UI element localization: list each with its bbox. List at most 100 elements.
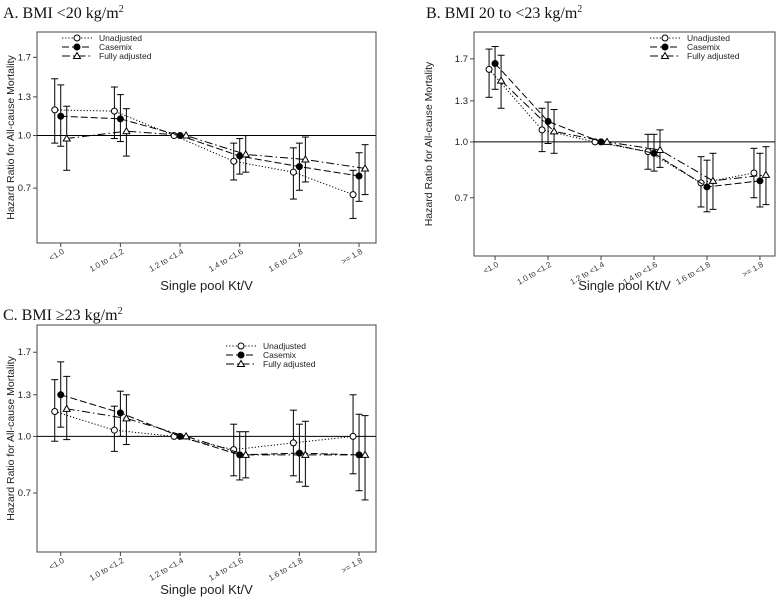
chart-panel-3: C. BMI ≥23 kg/m2 0.7 1.0 1.3 1.7 <1.0 1.0 to <… bbox=[3, 306, 377, 597]
series-line-filled-circle bbox=[60, 115, 360, 177]
marker-filled-circle bbox=[650, 149, 658, 157]
marker-open-triangle bbox=[122, 126, 131, 135]
x-tick-label: 1.2 to <1.4 bbox=[148, 556, 186, 583]
y-tick-label: 1.0 bbox=[18, 431, 31, 442]
x-tick-label: 1.0 to <1.2 bbox=[516, 260, 554, 287]
marker-open-circle bbox=[51, 106, 59, 114]
x-tick-label: <1.0 bbox=[482, 260, 501, 276]
panel-title: B. BMI 20 to <23 kg/m2 bbox=[426, 4, 582, 22]
y-tick-label: 1.3 bbox=[455, 96, 468, 107]
marker-open-triangle bbox=[122, 413, 131, 422]
x-tick-label: 1.0 to <1.2 bbox=[88, 556, 126, 583]
y-tick-label: 1.3 bbox=[18, 92, 31, 103]
marker-filled-circle bbox=[597, 138, 605, 146]
x-tick-label: 1.2 to <1.4 bbox=[148, 247, 186, 274]
marker-open-triangle bbox=[241, 149, 251, 158]
legend-label: Casemix bbox=[687, 42, 721, 52]
chart-panel-2: B. BMI 20 to <23 kg/m2 0.7 1.0 1.3 1.7 <1.0 1.… bbox=[423, 4, 776, 293]
marker-open-triangle bbox=[660, 51, 670, 59]
marker-open-triangle bbox=[655, 145, 665, 153]
series-line-open-triangle bbox=[66, 408, 366, 456]
legend-label: Unadjusted bbox=[99, 33, 142, 43]
x-tick-label: 1.6 to <1.8 bbox=[267, 556, 305, 583]
y-tick-label: 1.0 bbox=[18, 131, 31, 142]
marker-open-circle bbox=[110, 426, 118, 434]
marker-filled-circle bbox=[703, 183, 711, 191]
marker-filled-circle bbox=[176, 432, 184, 440]
marker-open-circle bbox=[349, 191, 357, 199]
marker-open-circle bbox=[73, 34, 81, 42]
legend-label: Casemix bbox=[99, 42, 133, 52]
plot-frame bbox=[36, 324, 377, 553]
marker-open-triangle bbox=[602, 137, 612, 145]
legend-label: Fully adjusted bbox=[99, 51, 152, 61]
marker-open-triangle bbox=[549, 126, 559, 135]
x-tick-label: 1.4 to <1.6 bbox=[207, 556, 245, 583]
marker-filled-circle bbox=[57, 112, 65, 120]
y-tick-label: 0.7 bbox=[455, 193, 468, 204]
y-axis-label: Hazard Ratio for All-cause Mortality bbox=[423, 61, 435, 226]
x-axis-label: Single pool Kt/V bbox=[160, 582, 253, 597]
y-tick-label: 1.7 bbox=[18, 52, 31, 63]
legend-label: Unadjusted bbox=[687, 33, 730, 43]
marker-open-circle bbox=[661, 34, 669, 42]
legend-label: Fully adjusted bbox=[263, 359, 316, 369]
marker-open-circle bbox=[289, 439, 297, 447]
x-tick-label: <1.0 bbox=[48, 556, 67, 572]
marker-open-triangle bbox=[236, 359, 246, 367]
marker-open-triangle bbox=[72, 51, 82, 59]
y-tick-label: 0.7 bbox=[18, 183, 31, 194]
marker-open-triangle bbox=[62, 134, 72, 142]
panel-title: C. BMI ≥23 kg/m2 bbox=[3, 306, 123, 324]
marker-open-triangle bbox=[301, 155, 310, 163]
x-tick-label: >= 1.8 bbox=[741, 260, 766, 279]
marker-open-triangle bbox=[181, 431, 191, 440]
marker-open-circle bbox=[485, 65, 493, 73]
y-axis-label: Hazard Ratio for All-cause Mortality bbox=[5, 54, 17, 219]
marker-open-triangle bbox=[301, 450, 310, 458]
marker-open-triangle bbox=[761, 170, 771, 178]
series-line-open-triangle bbox=[500, 80, 767, 182]
marker-filled-circle bbox=[661, 43, 669, 51]
x-tick-label: 1.0 to <1.2 bbox=[88, 247, 126, 274]
marker-open-circle bbox=[110, 107, 118, 115]
marker-open-triangle bbox=[62, 404, 72, 412]
marker-open-triangle bbox=[181, 131, 191, 139]
marker-open-triangle bbox=[708, 176, 718, 184]
x-tick-label: >= 1.8 bbox=[340, 556, 365, 575]
marker-filled-circle bbox=[236, 451, 244, 459]
marker-open-circle bbox=[51, 408, 59, 416]
marker-filled-circle bbox=[236, 152, 244, 160]
plot-frame bbox=[36, 31, 377, 244]
chart-panel-1: A. BMI <20 kg/m2 0.7 1.0 1.3 1.7 <1.0 1.0 to <… bbox=[3, 4, 377, 293]
marker-open-triangle bbox=[360, 450, 370, 458]
x-tick-label: <1.0 bbox=[48, 247, 67, 263]
series-line-open-triangle bbox=[66, 130, 366, 169]
x-tick-label: 1.4 to <1.6 bbox=[207, 247, 245, 274]
x-tick-label: >= 1.8 bbox=[340, 247, 365, 266]
marker-open-circle bbox=[289, 168, 297, 176]
y-tick-label: 1.7 bbox=[455, 54, 468, 65]
panel-title: A. BMI <20 kg/m2 bbox=[3, 4, 124, 22]
y-tick-label: 1.0 bbox=[455, 137, 468, 148]
marker-open-circle bbox=[230, 157, 238, 165]
series-line-open-circle bbox=[54, 411, 354, 451]
series-line-filled-circle bbox=[494, 63, 761, 188]
x-tick-label: 1.6 to <1.8 bbox=[267, 247, 305, 274]
marker-filled-circle bbox=[116, 115, 124, 123]
marker-filled-circle bbox=[756, 177, 764, 185]
y-tick-label: 0.7 bbox=[18, 488, 31, 499]
series-line-open-circle bbox=[54, 109, 354, 196]
legend-label: Unadjusted bbox=[263, 341, 306, 351]
marker-filled-circle bbox=[116, 409, 124, 417]
panel-title-superscript: 2 bbox=[118, 306, 123, 317]
x-axis-label: Single pool Kt/V bbox=[160, 278, 253, 293]
marker-filled-circle bbox=[491, 60, 499, 68]
marker-filled-circle bbox=[73, 43, 81, 51]
x-tick-label: 1.6 to <1.8 bbox=[675, 260, 713, 287]
series-line-filled-circle bbox=[60, 394, 360, 456]
